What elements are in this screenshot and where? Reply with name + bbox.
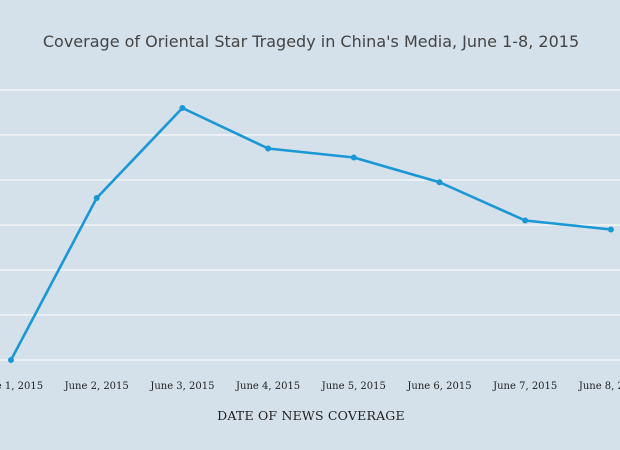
data-point — [522, 217, 529, 224]
gridlines — [0, 89, 620, 361]
data-point — [8, 357, 14, 363]
x-tick-label: June 4, 2015 — [235, 381, 300, 392]
x-tick-label: June 5, 2015 — [321, 381, 386, 392]
chart-title: Coverage of Oriental Star Tragedy in Chi… — [43, 32, 579, 51]
x-tick-label: June 7, 2015 — [492, 381, 557, 392]
x-axis-ticks: June 1, 2015 June 2, 2015 June 3, 2015 June… — [0, 381, 620, 392]
data-point — [93, 195, 100, 201]
x-tick-label: June 6, 2015 — [406, 381, 471, 392]
data-point — [265, 145, 272, 152]
data-point — [350, 154, 357, 161]
x-tick-label: June 3, 2015 — [149, 381, 214, 392]
x-tick-label: June 1, 2015 — [0, 381, 43, 392]
data-point — [607, 226, 614, 233]
x-axis-label: DATE OF NEWS COVERAGE — [217, 408, 405, 423]
data-point — [436, 179, 443, 186]
x-tick-label: June 8, 2015 — [578, 381, 620, 392]
x-tick-label: June 2, 2015 — [64, 381, 129, 392]
series-layer — [8, 105, 614, 363]
series-line — [9, 106, 613, 362]
data-point — [179, 105, 186, 111]
